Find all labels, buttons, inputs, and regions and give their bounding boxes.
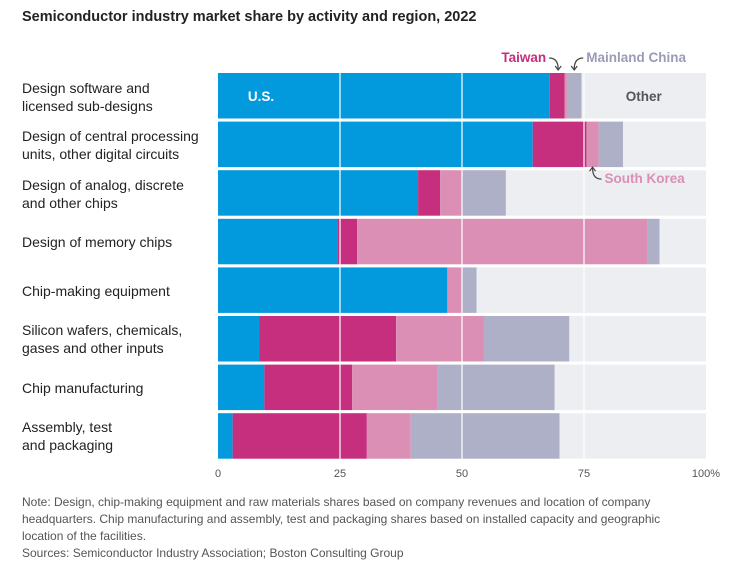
stacked-bar-chart: 0 25 50 75 100% U.S. Other Taiwan Mainland Chin… xyxy=(215,50,720,480)
x-tick-label: 50 xyxy=(456,468,468,480)
bar-segment-us xyxy=(218,267,448,313)
mainland-china-arrowhead xyxy=(570,65,578,71)
x-tick-label: 25 xyxy=(334,468,346,480)
bar-segment-mainland_china xyxy=(566,73,582,119)
category-label-line: units, other digital circuits xyxy=(22,146,180,162)
annotation-mainland-china: Mainland China xyxy=(586,50,686,65)
bar-segment-other xyxy=(581,73,706,119)
bar-segment-mainland_china xyxy=(410,413,560,459)
taiwan-arrowhead xyxy=(554,65,562,71)
bar-segment-us xyxy=(218,170,419,216)
category-label-line: gases and other inputs xyxy=(22,340,164,356)
category-label-design-cpu: Design of central processing units, othe… xyxy=(22,127,217,163)
note-line: location of the facilities. xyxy=(22,529,147,543)
bar-segment-other xyxy=(476,267,706,313)
annotation-south-korea: South Korea xyxy=(605,171,686,186)
bar-segment-us xyxy=(218,364,265,411)
bar-segment-south_korea xyxy=(586,121,599,168)
category-label-assembly: Assembly, test and packaging xyxy=(22,418,217,454)
category-label-chip-equipment: Chip-making equipment xyxy=(22,282,217,300)
bar-segment-taiwan xyxy=(418,170,441,216)
bar-segment-taiwan xyxy=(264,364,353,411)
bar-segment-south_korea xyxy=(366,413,411,459)
bar-segment-mainland_china xyxy=(462,267,477,313)
category-label-chip-manufacturing: Chip manufacturing xyxy=(22,379,217,397)
chart-note: Note: Design, chip-making equipment and … xyxy=(22,494,712,562)
annotation-other: Other xyxy=(626,89,663,104)
category-label-line: Design of analog, discrete xyxy=(22,177,184,193)
bar-segment-other xyxy=(569,316,706,362)
bar-segment-other xyxy=(559,413,706,459)
category-label-line: licensed sub-designs xyxy=(22,98,153,114)
bar-segment-south_korea xyxy=(440,170,462,216)
bar-segment-taiwan xyxy=(549,73,565,119)
bar-segment-taiwan xyxy=(232,413,367,459)
category-label-design-software: Design software and licensed sub-designs xyxy=(22,79,217,115)
category-label-line: Design of memory chips xyxy=(22,234,173,250)
bar-segment-south_korea xyxy=(396,316,484,362)
chart-title: Semiconductor industry market share by a… xyxy=(22,9,477,25)
bar-segment-us xyxy=(218,218,338,265)
category-label-line: and packaging xyxy=(22,437,114,453)
bar-segments xyxy=(218,73,706,459)
category-label-line: Design software and xyxy=(22,80,150,96)
bar-segment-taiwan xyxy=(532,121,587,168)
category-label-silicon-wafers: Silicon wafers, chemicals, gases and oth… xyxy=(22,321,217,357)
bar-segment-south_korea xyxy=(352,364,438,411)
category-label-line: Silicon wafers, chemicals, xyxy=(22,322,183,338)
note-line: Note: Design, chip-making equipment and … xyxy=(22,495,651,509)
mainland-china-arrow xyxy=(573,57,584,70)
annotation-us: U.S. xyxy=(248,89,274,104)
category-label-design-memory: Design of memory chips xyxy=(22,233,217,251)
note-line: headquarters. Chip manufacturing and ass… xyxy=(22,512,661,526)
category-label-line: Design of central processing xyxy=(22,128,199,144)
annotation-taiwan: Taiwan xyxy=(501,50,546,65)
bar-segment-us xyxy=(218,73,550,119)
category-label-design-analog: Design of analog, discrete and other chi… xyxy=(22,176,217,212)
bar-segment-mainland_china xyxy=(598,121,624,168)
sources: Sources: Semiconductor Industry Associat… xyxy=(22,546,404,560)
bar-segment-mainland_china xyxy=(437,364,555,411)
bar-segment-other xyxy=(505,170,706,216)
category-label-line: Assembly, test xyxy=(22,419,112,435)
x-tick-label: 75 xyxy=(578,468,590,480)
category-label-line: and other chips xyxy=(22,195,118,211)
x-axis-ticks: 0 25 50 75 100% xyxy=(215,468,720,480)
bar-segment-mainland_china xyxy=(462,170,506,216)
bar-segment-taiwan xyxy=(259,316,397,362)
category-label-line: Chip manufacturing xyxy=(22,380,144,396)
bar-segment-south_korea xyxy=(564,73,567,119)
category-label-line: Chip-making equipment xyxy=(22,283,170,299)
bar-segment-us xyxy=(218,316,260,362)
x-tick-label: 100% xyxy=(692,468,720,480)
bar-segment-other xyxy=(659,218,706,265)
bar-segment-other xyxy=(554,364,706,411)
taiwan-arrow xyxy=(549,57,559,70)
annotations: U.S. Other Taiwan Mainland China South Korea xyxy=(248,50,687,186)
bar-segment-other xyxy=(623,121,706,168)
bar-segment-us xyxy=(218,413,233,459)
south-korea-arrow xyxy=(591,168,602,180)
bar-segment-taiwan xyxy=(337,218,358,265)
bar-segment-us xyxy=(218,121,533,168)
bar-segment-mainland_china xyxy=(483,316,570,362)
bar-segment-south_korea xyxy=(357,218,648,265)
bar-segment-south_korea xyxy=(447,267,462,313)
x-tick-label: 0 xyxy=(215,468,221,480)
bar-segment-mainland_china xyxy=(647,218,660,265)
gridlines xyxy=(339,73,585,459)
south-korea-arrowhead xyxy=(589,166,597,172)
